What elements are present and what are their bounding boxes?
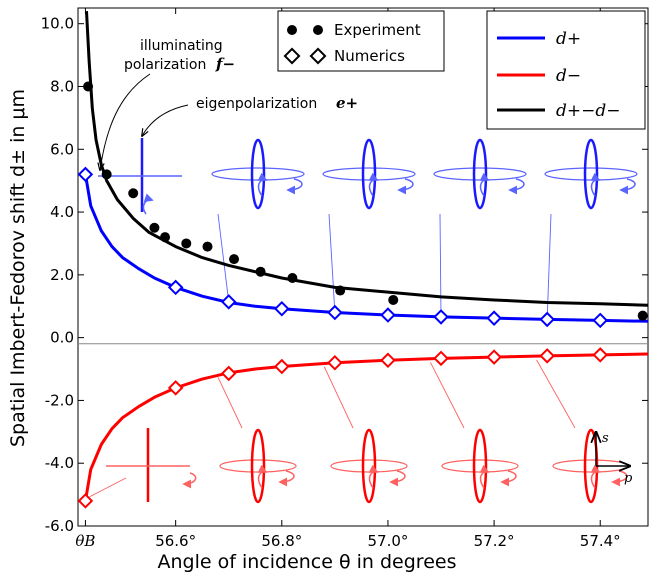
numerics-point-plus <box>380 307 396 323</box>
x-ticks: θB 56.6° 56.8° 57.0° 57.2° 57.4° <box>75 8 621 550</box>
numerics-point-plus <box>220 294 237 310</box>
legend-experiment-marker-1 <box>287 25 297 35</box>
numerics-point-plus <box>327 304 343 321</box>
legend-numerics-marker-2 <box>309 47 327 65</box>
numerics-point-plus <box>592 312 609 329</box>
experiment-point <box>160 232 171 243</box>
legend-experiment-marker-2 <box>313 25 323 35</box>
experiment-point <box>335 285 346 296</box>
legend-diff-label: d+−d− <box>556 101 621 121</box>
connector-line-red <box>323 366 354 429</box>
numerics-point-plus <box>539 311 555 328</box>
x-tick-label: 56.8° <box>261 532 302 550</box>
polarization-ellipse-glyph <box>433 138 527 210</box>
numerics-point-minus <box>486 349 502 365</box>
legend-experiment-label: Experiment <box>334 21 421 39</box>
legend-dminus-label: d− <box>556 66 581 86</box>
y-tick-label: -2.0 <box>45 391 74 409</box>
numerics-point-minus <box>433 350 449 367</box>
connector-line-red <box>217 377 243 429</box>
numerics-point-minus <box>539 348 555 364</box>
numerics-point-plus <box>167 279 184 296</box>
experiment-point <box>149 222 160 233</box>
annot-eigen-vec: e+ <box>336 94 358 112</box>
polarization-ellipse-glyph <box>211 138 305 210</box>
x-tick-label: 57.4° <box>580 532 621 550</box>
y-axis-label: Spatial Imbert-Fedorov shift d± in μm <box>7 89 29 447</box>
connector-line-red <box>536 359 576 429</box>
polarization-ellipse-glyph <box>330 428 408 504</box>
x-tick-label: 57.2° <box>474 532 515 550</box>
numerics-point-minus <box>220 365 237 382</box>
series-diff-line <box>84 11 648 307</box>
axis-s-label: s <box>602 431 609 446</box>
y-tick-label: 0.0 <box>50 329 74 347</box>
experiment-point <box>83 81 94 92</box>
legend-numerics-marker-1 <box>283 47 301 65</box>
annotation-illuminating: illuminating polarization f− <box>100 38 235 170</box>
experiment-point <box>181 238 192 249</box>
annot-eigen: eigenpolarization <box>196 96 317 112</box>
y-tick-label: 10.0 <box>41 15 74 33</box>
numerics-point-minus <box>380 352 396 369</box>
annot-illuminating-arrow <box>100 73 151 170</box>
sp-axes-glyph: s p <box>596 431 633 486</box>
legend-dplus-label: d+ <box>556 29 581 49</box>
connector-line-red <box>430 362 465 429</box>
experiment-point <box>388 294 399 305</box>
numerics-point-plus <box>486 310 502 326</box>
annot-illuminating-2: polarization <box>124 57 206 73</box>
x-tick-label: 56.6° <box>155 532 196 550</box>
legend-lines: d+ d− d+−d− <box>486 10 646 130</box>
connector-line-blue <box>439 213 442 317</box>
numerics-point-minus <box>327 354 343 371</box>
legend-numerics-label: Numerics <box>334 47 405 65</box>
y-tick-label: 8.0 <box>50 77 74 95</box>
x-tick-label: 57.0° <box>367 532 408 550</box>
polarization-linear-glyph <box>98 138 182 215</box>
experiment-point <box>637 310 648 321</box>
x-axis-label: Angle of incidence θ in degrees <box>158 551 457 573</box>
polarization-ellipse-glyph <box>322 138 416 210</box>
annotation-eigen: eigenpolarization e+ <box>142 94 358 136</box>
connector-line-blue <box>217 213 230 302</box>
data-markers <box>78 81 648 509</box>
annot-illuminating-1: illuminating <box>140 38 223 54</box>
glyph-connectors <box>89 213 576 498</box>
polarization-ellipse-glyph <box>219 428 297 504</box>
polarization-linear-glyph-red <box>106 428 197 502</box>
experiment-point <box>287 272 298 283</box>
experiment-point <box>101 169 112 180</box>
polarization-glyphs <box>98 138 638 504</box>
experiment-point <box>255 266 266 277</box>
axis-p-label: p <box>624 471 633 486</box>
legend-markers: Experiment Numerics <box>277 10 445 72</box>
y-tick-label: -6.0 <box>45 517 74 535</box>
y-ticks: -6.0 -4.0 -2.0 0.0 2.0 4.0 6.0 8.0 10.0 <box>41 15 648 535</box>
numerics-point-plus <box>433 309 449 325</box>
connector-line-blue <box>328 213 336 313</box>
x-tick-label: θB <box>75 532 95 550</box>
polarization-ellipse-glyph <box>441 428 519 504</box>
y-tick-label: 4.0 <box>50 203 74 221</box>
experiment-point <box>229 254 240 265</box>
y-tick-label: -4.0 <box>45 454 74 472</box>
experiment-point <box>128 188 139 199</box>
numerics-point-plus <box>78 166 94 183</box>
y-tick-label: 2.0 <box>50 266 74 284</box>
annot-eigen-arrow <box>142 104 189 136</box>
experiment-point <box>202 241 213 252</box>
annot-illuminating-vec: f− <box>215 55 235 73</box>
numerics-point-minus <box>78 493 94 509</box>
legend-markers-box <box>277 10 445 72</box>
numerics-point-minus <box>592 347 609 363</box>
polarization-ellipse-glyph <box>544 138 638 210</box>
numerics-point-plus <box>274 300 290 317</box>
numerics-point-minus <box>167 380 184 396</box>
numerics-point-minus <box>274 358 290 375</box>
y-tick-label: 6.0 <box>50 140 74 158</box>
connector-line-red <box>89 477 127 498</box>
